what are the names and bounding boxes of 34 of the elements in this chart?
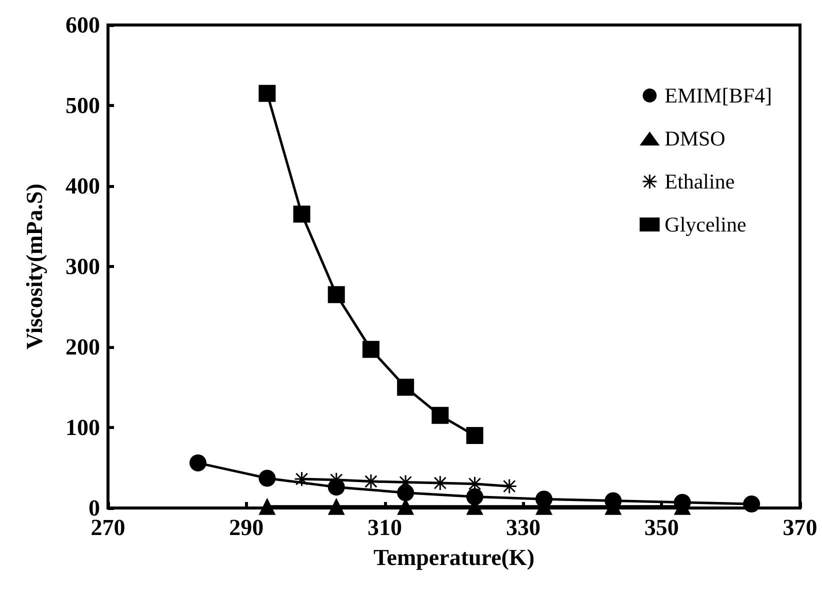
y-tick-label: 600	[66, 12, 100, 38]
x-tick-label: 350	[644, 515, 679, 540]
point	[293, 206, 310, 223]
y-tick-label: 500	[66, 93, 100, 118]
x-tick-label: 310	[368, 515, 402, 540]
point	[328, 498, 345, 515]
legend-label: Glyceline	[664, 212, 746, 236]
legend-label: EMIM[BF4]	[664, 84, 772, 108]
point	[397, 378, 414, 396]
y-axis-title: Viscosity(mPa.S)	[22, 184, 47, 350]
y-tick-label: 100	[66, 415, 100, 440]
y-tick-label: 400	[66, 174, 100, 198]
y-tick-label: 300	[66, 254, 100, 279]
point	[432, 475, 448, 491]
point	[294, 471, 310, 487]
point	[328, 286, 345, 304]
point	[467, 476, 483, 492]
legend-label: Ethaline	[664, 170, 735, 194]
x-tick-label: 330	[506, 515, 540, 540]
x-tick-label: 370	[782, 515, 818, 540]
x-tick-label: 290	[229, 515, 264, 540]
legend-label: DMSO	[664, 126, 726, 150]
point	[743, 495, 760, 512]
point	[502, 478, 518, 494]
point	[258, 498, 276, 515]
point	[466, 427, 484, 444]
point	[189, 454, 206, 472]
y-tick-label: 200	[66, 334, 100, 360]
point	[362, 340, 380, 358]
x-axis-title: Temperature(K)	[374, 545, 534, 570]
point	[363, 474, 379, 490]
point	[258, 84, 276, 102]
point	[258, 470, 276, 487]
point	[432, 406, 449, 424]
